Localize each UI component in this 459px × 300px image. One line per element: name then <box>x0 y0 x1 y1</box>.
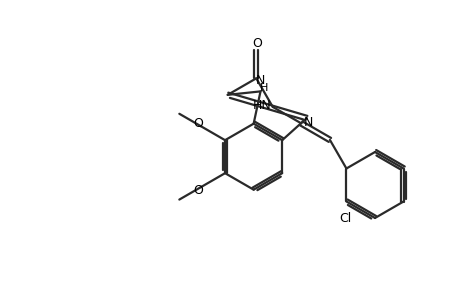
Text: O: O <box>252 37 262 50</box>
Text: O: O <box>192 184 202 197</box>
Text: H: H <box>260 83 268 93</box>
Text: O: O <box>192 117 202 130</box>
Text: N: N <box>255 74 265 87</box>
Text: Cl: Cl <box>339 212 351 226</box>
Text: N: N <box>302 116 312 129</box>
Text: HN: HN <box>252 99 271 112</box>
